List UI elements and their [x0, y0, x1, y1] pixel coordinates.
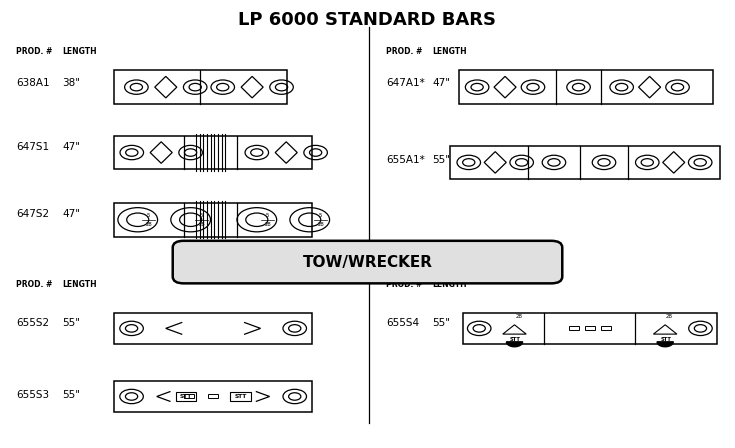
Text: LENGTH: LENGTH: [62, 47, 97, 56]
Text: 655A1*: 655A1*: [386, 155, 425, 165]
Bar: [230, 392, 251, 401]
Text: 55": 55": [62, 319, 80, 328]
Text: 55": 55": [432, 319, 450, 328]
Text: STT: STT: [661, 337, 671, 342]
Text: 38": 38": [62, 78, 80, 88]
Bar: [114, 313, 312, 344]
Bar: [568, 326, 578, 331]
Text: 55": 55": [62, 390, 80, 400]
Text: 28: 28: [515, 314, 523, 319]
Text: PROD. #: PROD. #: [16, 47, 52, 56]
Text: 28: 28: [265, 222, 271, 227]
Text: 647S2: 647S2: [16, 209, 49, 219]
Text: 28: 28: [318, 222, 324, 227]
Bar: [114, 136, 312, 169]
Text: 5: 5: [147, 213, 151, 218]
Text: STT: STT: [234, 394, 246, 399]
Text: 655S2: 655S2: [16, 319, 49, 328]
Bar: [463, 313, 717, 344]
Bar: [208, 395, 218, 399]
Text: STT: STT: [180, 394, 192, 399]
Text: 47": 47": [432, 78, 450, 88]
Text: 28: 28: [146, 222, 152, 227]
FancyBboxPatch shape: [173, 241, 562, 284]
Text: 647A1*: 647A1*: [386, 78, 425, 88]
Text: 655S4: 655S4: [386, 319, 419, 328]
Bar: [459, 70, 713, 104]
Text: 647S1: 647S1: [16, 142, 49, 152]
Text: TOW/WRECKER: TOW/WRECKER: [303, 254, 432, 270]
Polygon shape: [657, 342, 673, 347]
Text: LENGTH: LENGTH: [62, 280, 97, 289]
Text: 47": 47": [62, 142, 80, 152]
Text: 5: 5: [319, 213, 323, 218]
Polygon shape: [506, 342, 523, 347]
Text: PROD. #: PROD. #: [16, 280, 52, 289]
Bar: [585, 326, 595, 331]
Text: 55": 55": [432, 155, 450, 165]
Bar: [114, 381, 312, 412]
Text: 638A1: 638A1: [16, 78, 50, 88]
Text: PROD. #: PROD. #: [386, 280, 422, 289]
Bar: [114, 70, 287, 104]
Bar: [114, 203, 312, 237]
Text: LENGTH: LENGTH: [432, 47, 467, 56]
Bar: [176, 392, 196, 401]
Bar: [450, 146, 720, 179]
Text: PROD. #: PROD. #: [386, 47, 422, 56]
Text: 5: 5: [200, 213, 204, 218]
Text: 47": 47": [62, 209, 80, 219]
Text: STT: STT: [510, 337, 520, 342]
Bar: [232, 395, 242, 399]
Text: 28: 28: [198, 222, 205, 227]
Text: LP 6000 STANDARD BARS: LP 6000 STANDARD BARS: [238, 11, 497, 29]
Text: 5: 5: [266, 213, 270, 218]
Text: 28: 28: [666, 314, 673, 319]
Bar: [184, 395, 195, 399]
Text: 655S3: 655S3: [16, 390, 49, 400]
Bar: [600, 326, 611, 331]
Text: LENGTH: LENGTH: [432, 280, 467, 289]
